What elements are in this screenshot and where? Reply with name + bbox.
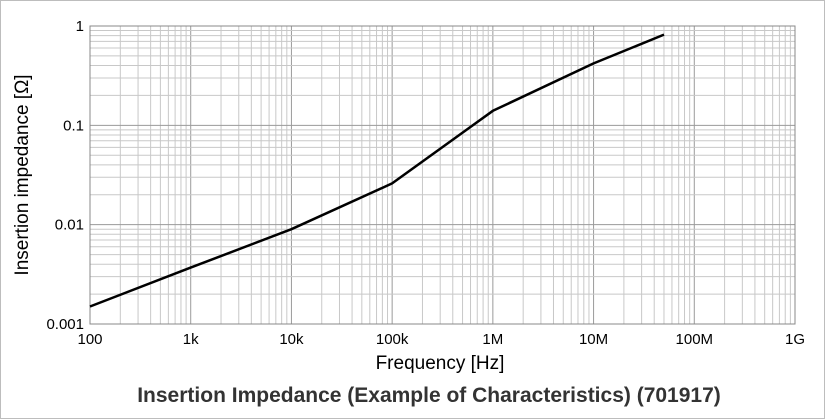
- y-tick-label: 0.001: [46, 316, 84, 333]
- chart-title: Insertion Impedance (Example of Characte…: [137, 384, 721, 407]
- x-tick-label: 100k: [376, 331, 409, 348]
- x-tick-label: 10M: [579, 331, 608, 348]
- x-tick-label: 1G: [785, 331, 805, 348]
- y-tick-labels: 0.001 0.01 0.1 1: [46, 18, 84, 333]
- y-axis-label: Insertion impedance [Ω]: [12, 74, 33, 275]
- x-tick-labels: 100 1k 10k 100k 1M 10M 100M 1G: [77, 331, 805, 348]
- grid: [90, 26, 795, 324]
- x-tick-label: 10k: [279, 331, 304, 348]
- x-tick-label: 1k: [183, 331, 199, 348]
- y-tick-label: 0.01: [55, 217, 84, 234]
- x-tick-label: 100: [77, 331, 102, 348]
- x-tick-label: 100M: [676, 331, 714, 348]
- x-axis-label: Frequency [Hz]: [376, 353, 505, 374]
- x-tick-label: 1M: [482, 331, 503, 348]
- y-tick-label: 1: [76, 18, 84, 35]
- y-tick-label: 0.1: [63, 117, 84, 134]
